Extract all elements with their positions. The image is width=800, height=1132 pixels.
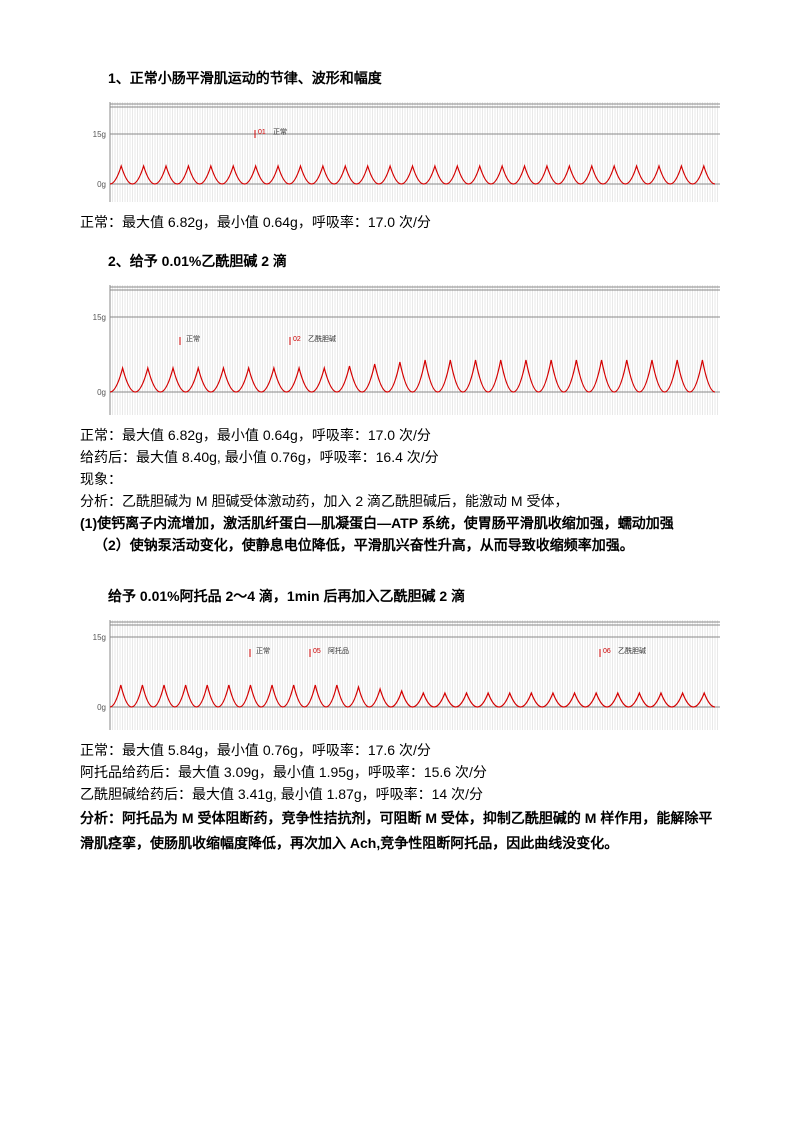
heading-2: 2、给予 0.01%乙酰胆碱 2 滴 (80, 251, 720, 271)
svg-text:正常: 正常 (186, 334, 200, 343)
text-2-4: 分析：乙酰胆碱为 M 胆碱受体激动药，加入 2 滴乙酰胆碱后，能激动 M 受体， (80, 491, 720, 512)
heading-3: 给予 0.01%阿托品 2～4 滴，1min 后再加入乙酰胆碱 2 滴 (80, 586, 720, 606)
text-2-2: 给药后：最大值 8.40g, 最小值 0.76g，呼吸率：16.4 次/分 (80, 447, 720, 468)
text-2-3: 现象： (80, 469, 720, 490)
text-3-4: 分析：阿托品为 M 受体阻断药，竞争性拮抗剂，可阻断 M 受体，抑制乙酰胆碱的 … (80, 806, 720, 856)
section-1: 1、正常小肠平滑肌运动的节律、波形和幅度 15g 0g 01 正常 正常：最大值 6.… (80, 68, 720, 233)
chart-3: 15g 0g 正常 05 阿托品 06 乙酰胆碱 (80, 612, 720, 732)
chart-2-wrap: 15g 0g 正常 02 乙酰胆碱 (80, 277, 720, 417)
svg-text:01: 01 (258, 129, 266, 136)
chart-1: 15g 0g 01 正常 (80, 94, 720, 204)
text-3-1: 正常：最大值 5.84g，最小值 0.76g，呼吸率：17.6 次/分 (80, 740, 720, 761)
text-3-2: 阿托品给药后：最大值 3.09g，最小值 1.95g，呼吸率：15.6 次/分 (80, 762, 720, 783)
text-3-3: 乙酰胆碱给药后：最大值 3.41g, 最小值 1.87g，呼吸率：14 次/分 (80, 784, 720, 805)
chart-3-wrap: 15g 0g 正常 05 阿托品 06 乙酰胆碱 (80, 612, 720, 732)
text-2-6: （2）使钠泵活动变化，使静息电位降低，平滑肌兴奋性升高，从而导致收缩频率加强。 (80, 535, 720, 556)
text-2-5: (1)使钙离子内流增加，激活肌纤蛋白—肌凝蛋白—ATP 系统，使胃肠平滑肌收缩加… (80, 513, 720, 534)
svg-text:02: 02 (293, 336, 301, 343)
section-2: 2、给予 0.01%乙酰胆碱 2 滴 15g 0g 正常 02 乙酰胆碱 正常：最大值 … (80, 251, 720, 556)
text-1-1: 正常：最大值 6.82g，最小值 0.64g，呼吸率：17.0 次/分 (80, 212, 720, 233)
text-2-1: 正常：最大值 6.82g，最小值 0.64g，呼吸率：17.0 次/分 (80, 425, 720, 446)
svg-text:正常: 正常 (273, 127, 287, 136)
svg-text:0g: 0g (97, 703, 106, 712)
chart-1-wrap: 15g 0g 01 正常 (80, 94, 720, 204)
chart-2: 15g 0g 正常 02 乙酰胆碱 (80, 277, 720, 417)
svg-text:15g: 15g (93, 130, 106, 139)
svg-text:0g: 0g (97, 180, 106, 189)
svg-text:乙酰胆碱: 乙酰胆碱 (618, 646, 646, 655)
svg-text:0g: 0g (97, 388, 106, 397)
svg-text:05: 05 (313, 648, 321, 655)
svg-text:阿托品: 阿托品 (328, 646, 349, 655)
svg-text:15g: 15g (93, 633, 106, 642)
svg-text:06: 06 (603, 648, 611, 655)
heading-1: 1、正常小肠平滑肌运动的节律、波形和幅度 (80, 68, 720, 88)
svg-text:15g: 15g (93, 313, 106, 322)
section-3: 给予 0.01%阿托品 2～4 滴，1min 后再加入乙酰胆碱 2 滴 15g 0… (80, 586, 720, 856)
svg-text:乙酰胆碱: 乙酰胆碱 (308, 334, 336, 343)
svg-text:正常: 正常 (256, 646, 270, 655)
